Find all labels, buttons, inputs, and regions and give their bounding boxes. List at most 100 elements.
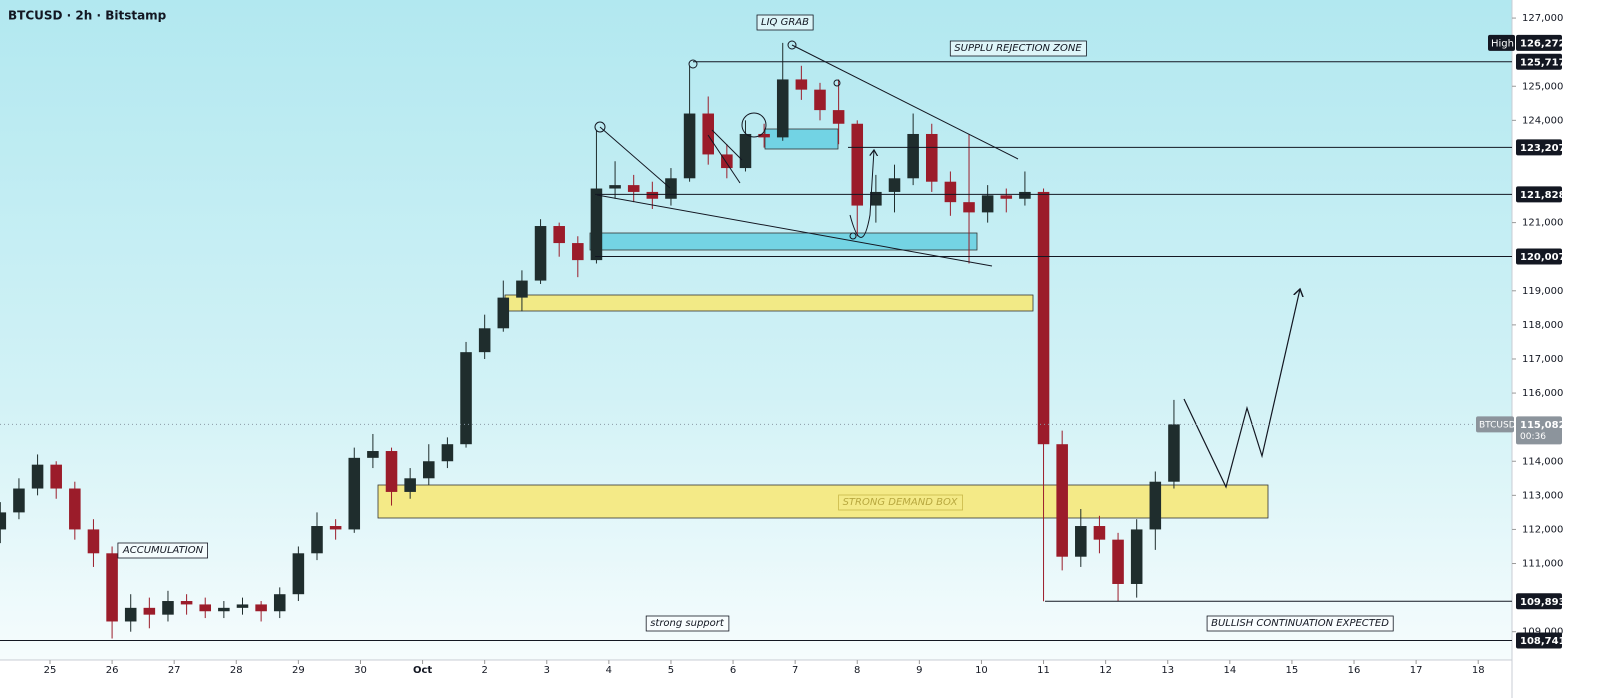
annotation: ACCUMULATION (122, 545, 204, 556)
symbol-tag-box (1476, 416, 1514, 433)
price-label: 120,007 (1520, 252, 1566, 263)
x-tick-label: 5 (668, 665, 674, 676)
annotation: SUPPLU REJECTION ZONE (954, 43, 1082, 54)
y-tick-label: 114,000 (1522, 456, 1563, 467)
candle-body (665, 178, 677, 199)
x-tick-label: 15 (1286, 665, 1299, 676)
y-tick-label: 121,000 (1522, 218, 1563, 229)
x-tick-label: 6 (730, 665, 736, 676)
candle-body (31, 464, 44, 489)
candle-body (1112, 539, 1124, 584)
candle-body (609, 185, 621, 189)
candle-body (124, 607, 137, 622)
x-tick-label: 12 (1099, 665, 1112, 676)
candle-body (1037, 191, 1050, 445)
y-tick-label: 127,000 (1522, 13, 1563, 24)
candle-body (367, 451, 379, 458)
candle-body (348, 457, 361, 530)
trendline (599, 126, 671, 189)
price-label-box (1516, 139, 1562, 156)
candle-body (1093, 526, 1106, 540)
countdown: 00:36 (1520, 432, 1546, 442)
candle-body (553, 226, 565, 244)
x-tick-label: 18 (1472, 665, 1485, 676)
price-label-box (1516, 34, 1562, 51)
candle-body (814, 89, 826, 111)
candle-body (516, 280, 528, 298)
candle-body (13, 488, 25, 513)
candle-body (1075, 526, 1087, 557)
candle-body (1000, 195, 1013, 199)
price-label: 125,717 (1520, 57, 1566, 68)
annotation-box (645, 615, 730, 632)
y-tick-label: 109,000 (1522, 627, 1563, 638)
candle-body (1019, 191, 1031, 199)
candle-body (683, 113, 696, 179)
x-tick-label: 16 (1348, 665, 1361, 676)
sketch-path (849, 150, 874, 238)
candle-body (69, 488, 81, 530)
candle-body (255, 604, 267, 612)
x-tick-label: 13 (1161, 665, 1174, 676)
candles (0, 42, 1180, 639)
candle-body (851, 123, 864, 206)
candle-body (795, 79, 808, 90)
y-tick-label: 119,000 (1522, 286, 1563, 297)
price-label-box (1516, 632, 1562, 649)
annotation-box (117, 542, 208, 559)
price-label-box (1516, 593, 1562, 610)
x-tick-label: Oct (413, 665, 432, 676)
candle-body (180, 601, 193, 605)
candle-body (423, 461, 435, 479)
candle-body (925, 133, 938, 182)
marker-circle (741, 112, 767, 138)
demand-zone (377, 484, 1269, 519)
candle-body (106, 553, 118, 622)
x-tick-label: 14 (1223, 665, 1236, 676)
x-tick-label: 25 (44, 665, 57, 676)
x-tick-label: 26 (106, 665, 119, 676)
y-tick-label: 116,000 (1522, 388, 1563, 399)
candle-body (218, 607, 230, 612)
annotation: STRONG DEMAND BOX (843, 497, 959, 508)
x-tick-label: 7 (792, 665, 798, 676)
price-label: 126,272 (1520, 38, 1566, 49)
flag-line (711, 129, 743, 161)
candle-body (441, 444, 454, 462)
candle-body (572, 243, 584, 261)
candle-body (1149, 481, 1162, 530)
x-tick-label: 8 (854, 665, 860, 676)
candle-body (143, 607, 156, 615)
candle-body (292, 553, 305, 595)
drawings (594, 40, 1300, 489)
x-tick-label: 3 (544, 665, 550, 676)
trendline (596, 194, 993, 267)
annotation-box (838, 494, 963, 511)
y-tick-label: 112,000 (1522, 524, 1563, 535)
price-label: 121,828 (1520, 190, 1566, 201)
symbol-tag: BTCUSD (1479, 420, 1516, 430)
last-price-label: 115,082 (1520, 420, 1566, 431)
candle-body (273, 594, 286, 612)
price-label-box (1516, 186, 1562, 203)
yellow-zone (504, 294, 1034, 312)
candle-body (646, 191, 659, 199)
candle-body (721, 154, 733, 169)
candle-body (758, 133, 770, 138)
chart-title: BTCUSD · 2h · Bitstamp (8, 9, 167, 23)
candle-body (627, 185, 640, 192)
candle-body (963, 202, 975, 213)
marker-circle (787, 40, 797, 50)
candle-body (329, 526, 342, 530)
candle-body (0, 512, 7, 530)
candle-body (590, 188, 603, 261)
candle-body (199, 604, 212, 612)
candle-body (478, 328, 491, 353)
y-tick-label: 125,000 (1522, 81, 1563, 92)
annotation-box (1206, 615, 1394, 632)
price-tag-box (1488, 34, 1515, 51)
x-tick-label: 9 (916, 665, 922, 676)
candle-body (944, 181, 957, 203)
